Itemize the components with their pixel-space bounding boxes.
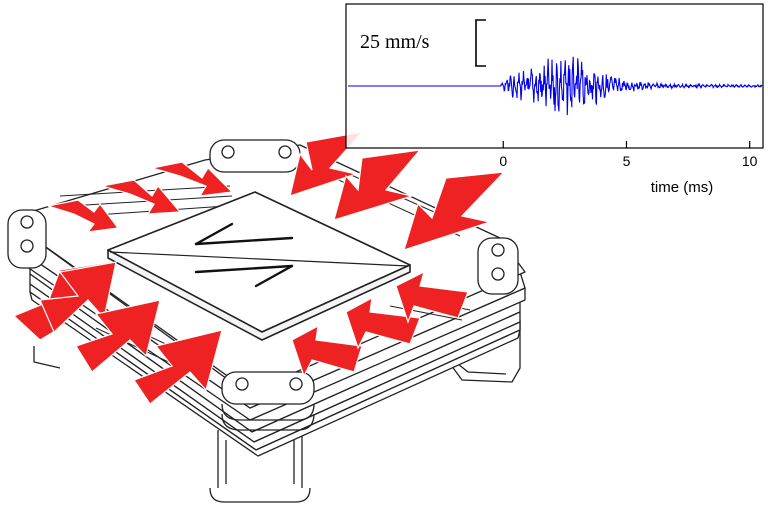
force-arrow xyxy=(395,270,469,324)
force-arrow xyxy=(345,296,421,350)
force-arrow xyxy=(403,171,506,251)
force-arrow xyxy=(151,161,234,197)
left-support-bracket xyxy=(33,346,61,369)
velocity-waveform xyxy=(348,56,763,116)
force-arrow xyxy=(39,261,117,334)
waveform-line xyxy=(348,56,763,116)
bottom-lug-stack xyxy=(221,403,315,431)
force-arrow xyxy=(101,179,182,215)
force-arrow xyxy=(291,324,363,378)
scale-bar xyxy=(475,19,486,67)
force-arrow xyxy=(133,329,223,405)
corner-lug-bottom xyxy=(221,371,315,405)
force-arrow xyxy=(47,199,120,233)
x-tick-label: 5 xyxy=(623,153,631,169)
x-axis-ticks: 0 5 10 xyxy=(499,141,758,169)
opposing-half-arrows-icon xyxy=(194,222,294,288)
corner-lug-left xyxy=(7,209,47,269)
sample-block xyxy=(107,191,411,341)
corner-lug-right xyxy=(477,237,519,295)
x-axis-label: time (ms) xyxy=(651,179,714,196)
x-tick-label: 0 xyxy=(499,153,507,169)
force-arrows xyxy=(12,131,506,405)
inset-frame xyxy=(345,3,764,149)
scale-bar-label: 25 mm/s xyxy=(360,31,430,53)
force-arrow xyxy=(333,149,422,221)
force-arrow xyxy=(75,299,161,373)
x-tick-label: 10 xyxy=(742,153,758,169)
